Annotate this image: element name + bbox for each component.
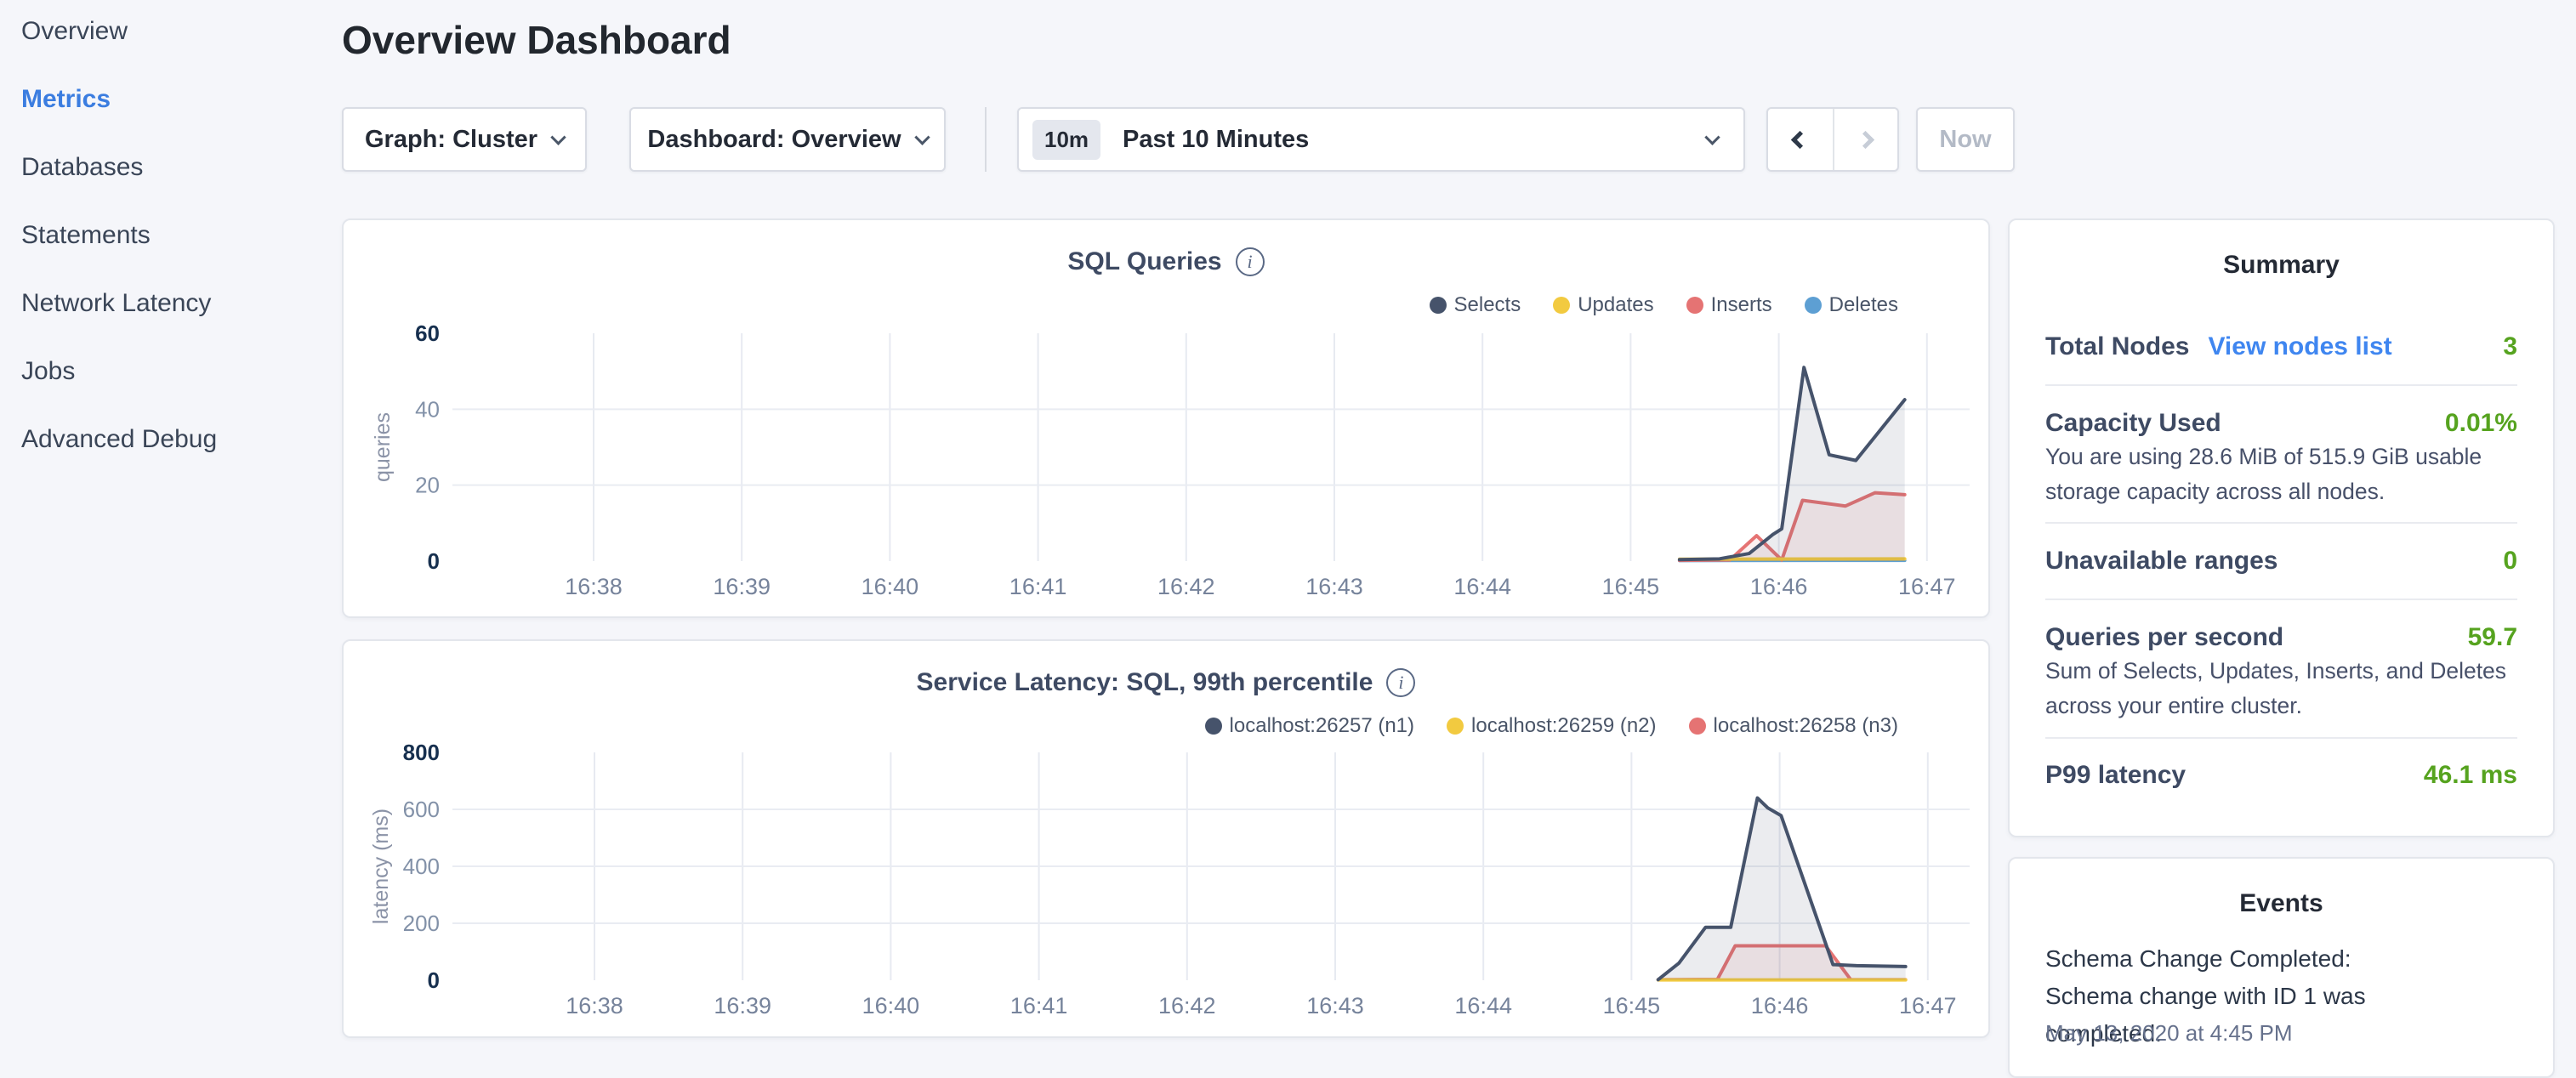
total-nodes-label: Total Nodes: [2045, 332, 2189, 361]
dashboard-label: Dashboard: Overview: [647, 126, 901, 154]
sidebar-item-metrics[interactable]: Metrics: [21, 80, 111, 119]
x-tick-label: 16:42: [1158, 993, 1216, 1018]
x-tick-label: 16:46: [1751, 993, 1809, 1018]
x-tick-label: 16:41: [1010, 993, 1068, 1018]
graph-scope-dropdown[interactable]: Graph: Cluster: [342, 107, 587, 172]
chevron-down-icon: [1704, 129, 1720, 145]
queries-per-second-label: Queries per second: [2045, 623, 2283, 652]
sidebar-item-databases[interactable]: Databases: [21, 148, 143, 187]
chevron-left-icon: [1791, 130, 1809, 148]
p99-latency-label: P99 latency: [2045, 761, 2186, 790]
x-tick-label: 16:40: [862, 574, 919, 599]
y-tick-label: 0: [428, 548, 440, 574]
y-tick-label: 20: [415, 473, 440, 498]
chevron-down-icon: [550, 129, 566, 145]
y-axis-label: queries: [371, 412, 395, 482]
service-latency-chart-panel: Service Latency: SQL, 99th percentile i …: [342, 639, 1990, 1038]
time-step-buttons: [1766, 107, 1899, 172]
events-panel: Events Schema Change Completed: Schema c…: [2008, 857, 2555, 1078]
x-tick-label: 16:39: [714, 993, 771, 1018]
sql-queries-chart-panel: SQL Queries i SelectsUpdatesInsertsDelet…: [342, 218, 1990, 618]
x-tick-label: 16:44: [1454, 993, 1512, 1018]
y-tick-label: 600: [403, 797, 440, 822]
sidebar-item-network-latency[interactable]: Network Latency: [21, 284, 211, 323]
unavailable-ranges-value: 0: [2503, 547, 2517, 576]
x-tick-label: 16:47: [1898, 574, 1956, 599]
service-latency-chart[interactable]: 16:38 16:39 16:40 16:41 16:42 16:43 16:44 16:45…: [344, 641, 1992, 1040]
x-tick-label: 16:39: [713, 574, 771, 599]
next-time-button[interactable]: [1833, 109, 1897, 170]
y-tick-label: 0: [428, 967, 440, 993]
now-button-label: Now: [1939, 126, 1991, 154]
controls-divider: [985, 107, 987, 172]
sql-queries-chart[interactable]: 16:38 16:39 16:40 16:41 16:42 16:43 16:44 16:45…: [344, 220, 1992, 620]
event-entry-timestamp: May 13, 2020 at 4:45 PM: [2045, 1020, 2293, 1047]
summary-row-capacity-used: Capacity Used 0.01%: [2045, 407, 2517, 440]
time-range-label: Past 10 Minutes: [1123, 126, 1309, 154]
queries-per-second-value: 59.7: [2468, 623, 2517, 652]
events-title: Events: [2010, 889, 2553, 918]
x-tick-label: 16:38: [566, 993, 623, 1018]
overview-dashboard-page: Overview Metrics Databases Statements Ne…: [0, 0, 2576, 1051]
capacity-used-description: You are using 28.6 MiB of 515.9 GiB usab…: [2045, 440, 2517, 509]
y-tick-label: 400: [403, 854, 440, 879]
prev-time-button[interactable]: [1768, 109, 1833, 170]
y-tick-label: 800: [403, 740, 440, 765]
divider: [2045, 737, 2517, 739]
page-title: Overview Dashboard: [342, 17, 731, 63]
sidebar-item-statements[interactable]: Statements: [21, 216, 151, 255]
divider: [2045, 384, 2517, 386]
chevron-right-icon: [1857, 130, 1874, 148]
summary-panel: Summary Total Nodes View nodes list 3 Ca…: [2008, 218, 2555, 837]
y-axis-label: latency (ms): [369, 808, 393, 924]
sidebar-item-advanced-debug[interactable]: Advanced Debug: [21, 420, 217, 459]
x-tick-label: 16:46: [1750, 574, 1808, 599]
x-tick-label: 16:45: [1603, 993, 1661, 1018]
divider: [2045, 599, 2517, 600]
y-tick-label: 60: [415, 321, 440, 346]
y-tick-label: 200: [403, 911, 440, 936]
graph-scope-label: Graph: Cluster: [365, 126, 537, 154]
capacity-used-value: 0.01%: [2445, 409, 2517, 438]
view-nodes-list-link[interactable]: View nodes list: [2208, 332, 2391, 361]
divider: [2045, 522, 2517, 524]
x-tick-label: 16:44: [1453, 574, 1511, 599]
sidebar-item-jobs[interactable]: Jobs: [21, 352, 75, 391]
x-tick-label: 16:45: [1602, 574, 1660, 599]
time-range-badge: 10m: [1032, 120, 1100, 160]
y-tick-label: 40: [415, 396, 440, 422]
summary-row-p99-latency: P99 latency 46.1 ms: [2045, 759, 2517, 791]
summary-title: Summary: [2010, 251, 2553, 280]
unavailable-ranges-label: Unavailable ranges: [2045, 547, 2277, 576]
x-tick-label: 16:41: [1009, 574, 1067, 599]
summary-row-unavailable-ranges: Unavailable ranges 0: [2045, 545, 2517, 577]
capacity-used-label: Capacity Used: [2045, 409, 2221, 438]
sidebar-nav: Overview Metrics Databases Statements Ne…: [0, 0, 323, 1051]
x-tick-label: 16:43: [1305, 574, 1363, 599]
sidebar-item-overview[interactable]: Overview: [21, 12, 128, 51]
series-area: [1658, 798, 1906, 980]
dashboard-dropdown[interactable]: Dashboard: Overview: [629, 107, 946, 172]
total-nodes-value: 3: [2503, 332, 2517, 361]
summary-row-queries-per-second: Queries per second 59.7: [2045, 621, 2517, 654]
x-tick-label: 16:47: [1899, 993, 1957, 1018]
x-tick-label: 16:38: [565, 574, 623, 599]
chevron-down-icon: [914, 129, 930, 145]
x-tick-label: 16:40: [862, 993, 920, 1018]
p99-latency-value: 46.1 ms: [2424, 761, 2517, 790]
x-tick-label: 16:42: [1157, 574, 1215, 599]
x-tick-label: 16:43: [1306, 993, 1364, 1018]
summary-row-total-nodes: Total Nodes View nodes list 3: [2045, 331, 2517, 363]
queries-per-second-description: Sum of Selects, Updates, Inserts, and De…: [2045, 654, 2517, 723]
time-range-dropdown[interactable]: 10m Past 10 Minutes: [1017, 107, 1745, 172]
now-button[interactable]: Now: [1916, 107, 2015, 172]
